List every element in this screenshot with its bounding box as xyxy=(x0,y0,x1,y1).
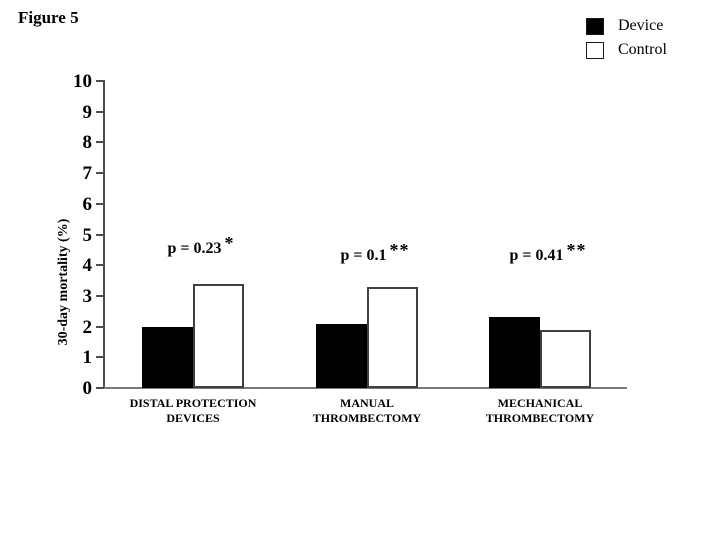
p-value-text: p = 0.1 xyxy=(340,247,387,264)
bar-control-group2 xyxy=(367,286,418,388)
category-label-line: DEVICES xyxy=(166,411,220,425)
y-tick-mark xyxy=(96,202,104,205)
y-axis-line xyxy=(103,80,105,389)
y-tick-mark xyxy=(96,172,104,175)
y-tick-label: 6 xyxy=(82,193,93,215)
y-tick-mark xyxy=(96,233,104,236)
y-tick-mark xyxy=(96,141,104,144)
x-axis-line xyxy=(103,387,627,389)
figure-title: Figure 5 xyxy=(18,8,79,27)
category-label-line: DISTAL PROTECTION xyxy=(129,396,257,410)
y-tick-label: 5 xyxy=(82,224,93,246)
y-tick-mark xyxy=(96,294,104,297)
device-swatch-icon xyxy=(586,17,604,35)
p-value-text: p = 0.41 xyxy=(509,247,564,264)
y-tick-label: 8 xyxy=(82,132,93,154)
control-swatch-icon xyxy=(586,41,604,59)
significance-stars: * xyxy=(224,233,235,253)
category-label-line: THROMBECTOMY xyxy=(485,411,595,425)
category-label-line: THROMBECTOMY xyxy=(312,411,422,425)
y-tick-label: 9 xyxy=(82,101,93,123)
legend-label-device: Device xyxy=(618,17,664,34)
p-value-text: p = 0.23 xyxy=(167,240,222,257)
bar-control-group1 xyxy=(193,283,244,388)
y-tick-mark xyxy=(96,356,104,359)
y-tick-label: 10 xyxy=(73,71,92,92)
y-tick-label: 3 xyxy=(82,285,93,307)
y-tick-label: 7 xyxy=(82,163,93,185)
bar-device-group1 xyxy=(142,326,193,388)
p-value-annotation-group3: p = 0.41 ** xyxy=(509,240,586,265)
p-value-annotation-group2: p = 0.1 ** xyxy=(340,240,409,265)
y-tick-label: 0 xyxy=(82,378,93,399)
category-label-group1: DISTAL PROTECTION DEVICES xyxy=(103,396,283,426)
legend-item-device: Device xyxy=(586,14,667,38)
category-label-group3: MECHANICAL THROMBECTOMY xyxy=(450,396,630,426)
category-label-line: MECHANICAL xyxy=(497,396,583,410)
y-tick-mark xyxy=(96,325,104,328)
y-tick-mark xyxy=(96,110,104,113)
y-tick-label: 1 xyxy=(82,347,93,369)
bar-device-group2 xyxy=(316,323,367,388)
p-value-annotation-group1: p = 0.23 * xyxy=(167,233,234,258)
y-tick-label: 2 xyxy=(82,316,93,338)
significance-stars: ** xyxy=(389,240,410,260)
y-tick-mark xyxy=(96,264,104,267)
bar-device-group3 xyxy=(489,317,540,388)
y-tick-mark xyxy=(96,80,104,82)
significance-stars: ** xyxy=(566,240,587,260)
y-tick-label: 4 xyxy=(82,255,93,277)
y-tick-mark xyxy=(96,387,104,389)
category-label-group2: MANUAL THROMBECTOMY xyxy=(277,396,457,426)
legend-item-control: Control xyxy=(586,38,667,62)
legend-label-control: Control xyxy=(618,41,667,58)
bar-control-group3 xyxy=(540,329,591,388)
chart-legend: Device Control xyxy=(586,14,667,62)
category-label-line: MANUAL xyxy=(340,396,394,410)
